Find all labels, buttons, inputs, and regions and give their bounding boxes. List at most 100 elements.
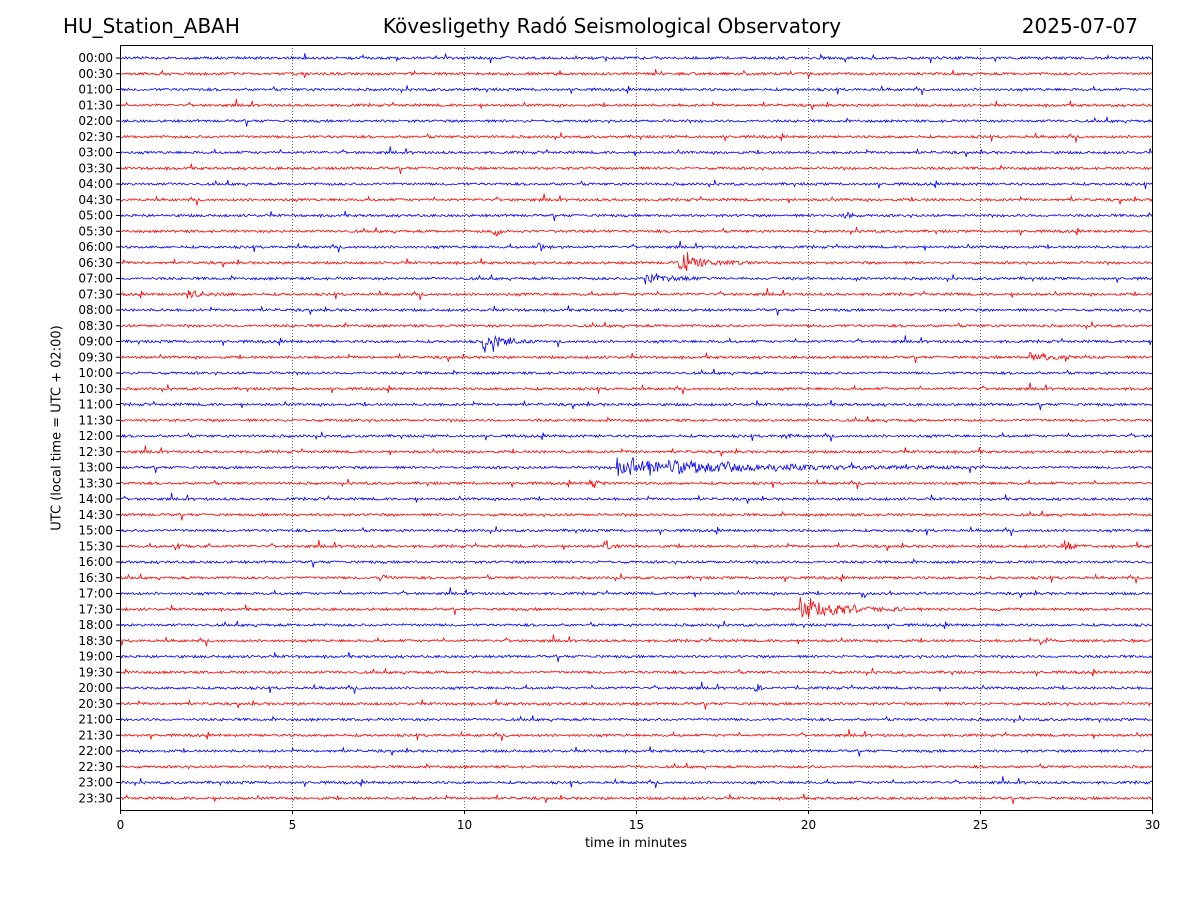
x-tick-label-5: 25 [973,818,988,832]
y-tick-label-42: 21:00 [78,713,113,727]
trace-0500 [119,210,1153,222]
y-tick-label-17: 08:30 [78,319,113,333]
y-tick-label-0: 00:00 [78,51,113,65]
y-tick-label-33: 16:30 [78,571,113,585]
trace-0100 [119,84,1153,96]
trace-0730 [119,287,1153,300]
y-tick-label-11: 05:30 [78,224,113,238]
trace-0000 [119,52,1153,64]
trace-2130 [119,728,1153,741]
trace-0530 [119,226,1153,237]
station-name: HU_Station_ABAH [63,14,240,38]
y-tick-label-12: 06:00 [78,240,113,254]
x-tick-label-1: 5 [289,818,297,832]
trace-2000 [119,681,1153,694]
y-tick-label-9: 04:30 [78,193,113,207]
trace-2230 [119,762,1153,770]
trace-2300 [119,776,1153,789]
y-tick-label-3: 01:30 [78,98,113,112]
trace-0030 [119,68,1153,80]
y-tick-label-35: 17:30 [78,602,113,616]
y-tick-label-1: 00:30 [78,67,113,81]
trace-1730 [119,596,1153,618]
y-axis-label: UTC (local time = UTC + 02:00) [49,325,65,531]
y-tick-label-41: 20:30 [78,697,113,711]
trace-0300 [119,146,1153,158]
grid-lines [292,45,981,810]
y-tick-label-18: 09:00 [78,335,113,349]
trace-1100 [119,399,1153,411]
y-tick-label-14: 07:00 [78,272,113,286]
trace-group [119,52,1153,804]
y-tick-label-19: 09:30 [78,350,113,364]
trace-0800 [119,305,1153,316]
trace-1030 [119,382,1153,395]
y-tick-label-38: 19:00 [78,650,113,664]
y-tick-label-32: 16:00 [78,555,113,569]
y-tick-label-5: 02:30 [78,130,113,144]
trace-0130 [119,98,1153,110]
y-tick-label-36: 18:00 [78,618,113,632]
x-ticks: 0 5 10 15 20 25 30 [117,810,1160,832]
y-tick-label-29: 14:30 [78,508,113,522]
trace-2030 [119,698,1153,710]
y-tick-label-39: 19:30 [78,665,113,679]
trace-0630 [119,251,1153,272]
y-tick-label-27: 13:30 [78,476,113,490]
plot-frame [120,45,1153,811]
x-tick-label-2: 10 [457,818,472,832]
y-tick-label-16: 08:00 [78,303,113,317]
y-tick-label-10: 05:00 [78,209,113,223]
trace-1230 [119,445,1153,457]
y-tick-label-23: 11:30 [78,413,113,427]
trace-1000 [119,368,1153,376]
trace-1130 [119,416,1153,424]
trace-0400 [119,179,1153,189]
y-tick-label-24: 12:00 [78,429,113,443]
y-tick-label-44: 22:00 [78,744,113,758]
y-tick-label-7: 03:30 [78,161,113,175]
trace-1430 [119,510,1153,521]
y-tick-label-15: 07:30 [78,287,113,301]
x-tick-label-4: 20 [801,818,816,832]
trace-1930 [119,667,1153,677]
trace-0900 [119,334,1153,353]
y-tick-label-45: 22:30 [78,760,113,774]
y-tick-label-6: 03:00 [78,146,113,160]
trace-0200 [119,116,1153,127]
y-tick-label-2: 01:00 [78,83,113,97]
y-tick-label-25: 12:30 [78,445,113,459]
y-tick-label-47: 23:30 [78,791,113,805]
trace-1500 [119,525,1153,537]
y-tick-label-21: 10:30 [78,382,113,396]
y-tick-label-30: 15:00 [78,524,113,538]
x-tick-label-0: 0 [117,818,125,832]
trace-1600 [119,558,1153,568]
y-tick-label-13: 06:30 [78,256,113,270]
y-tick-label-37: 18:30 [78,634,113,648]
trace-2100 [119,715,1152,724]
trace-1700 [119,587,1153,599]
x-tick-label-3: 15 [629,818,644,832]
trace-0700 [119,273,1153,285]
trace-1400 [119,492,1153,504]
trace-0830 [119,321,1153,330]
trace-2330 [119,793,1152,804]
y-tick-label-8: 04:00 [78,177,113,191]
trace-0600 [119,240,1153,253]
trace-1630 [119,573,1153,584]
trace-1900 [119,651,1153,663]
trace-1300 [119,457,1153,477]
trace-0430 [119,193,1153,206]
y-tick-label-31: 15:30 [78,539,113,553]
y-tick-label-28: 14:00 [78,492,113,506]
y-tick-label-22: 11:00 [78,398,113,412]
y-tick-label-20: 10:00 [78,366,113,380]
trace-1200 [119,431,1153,442]
y-tick-label-46: 23:00 [78,776,113,790]
trace-1330 [119,478,1153,489]
trace-0930 [119,351,1153,363]
x-axis-label: time in minutes [584,836,688,851]
